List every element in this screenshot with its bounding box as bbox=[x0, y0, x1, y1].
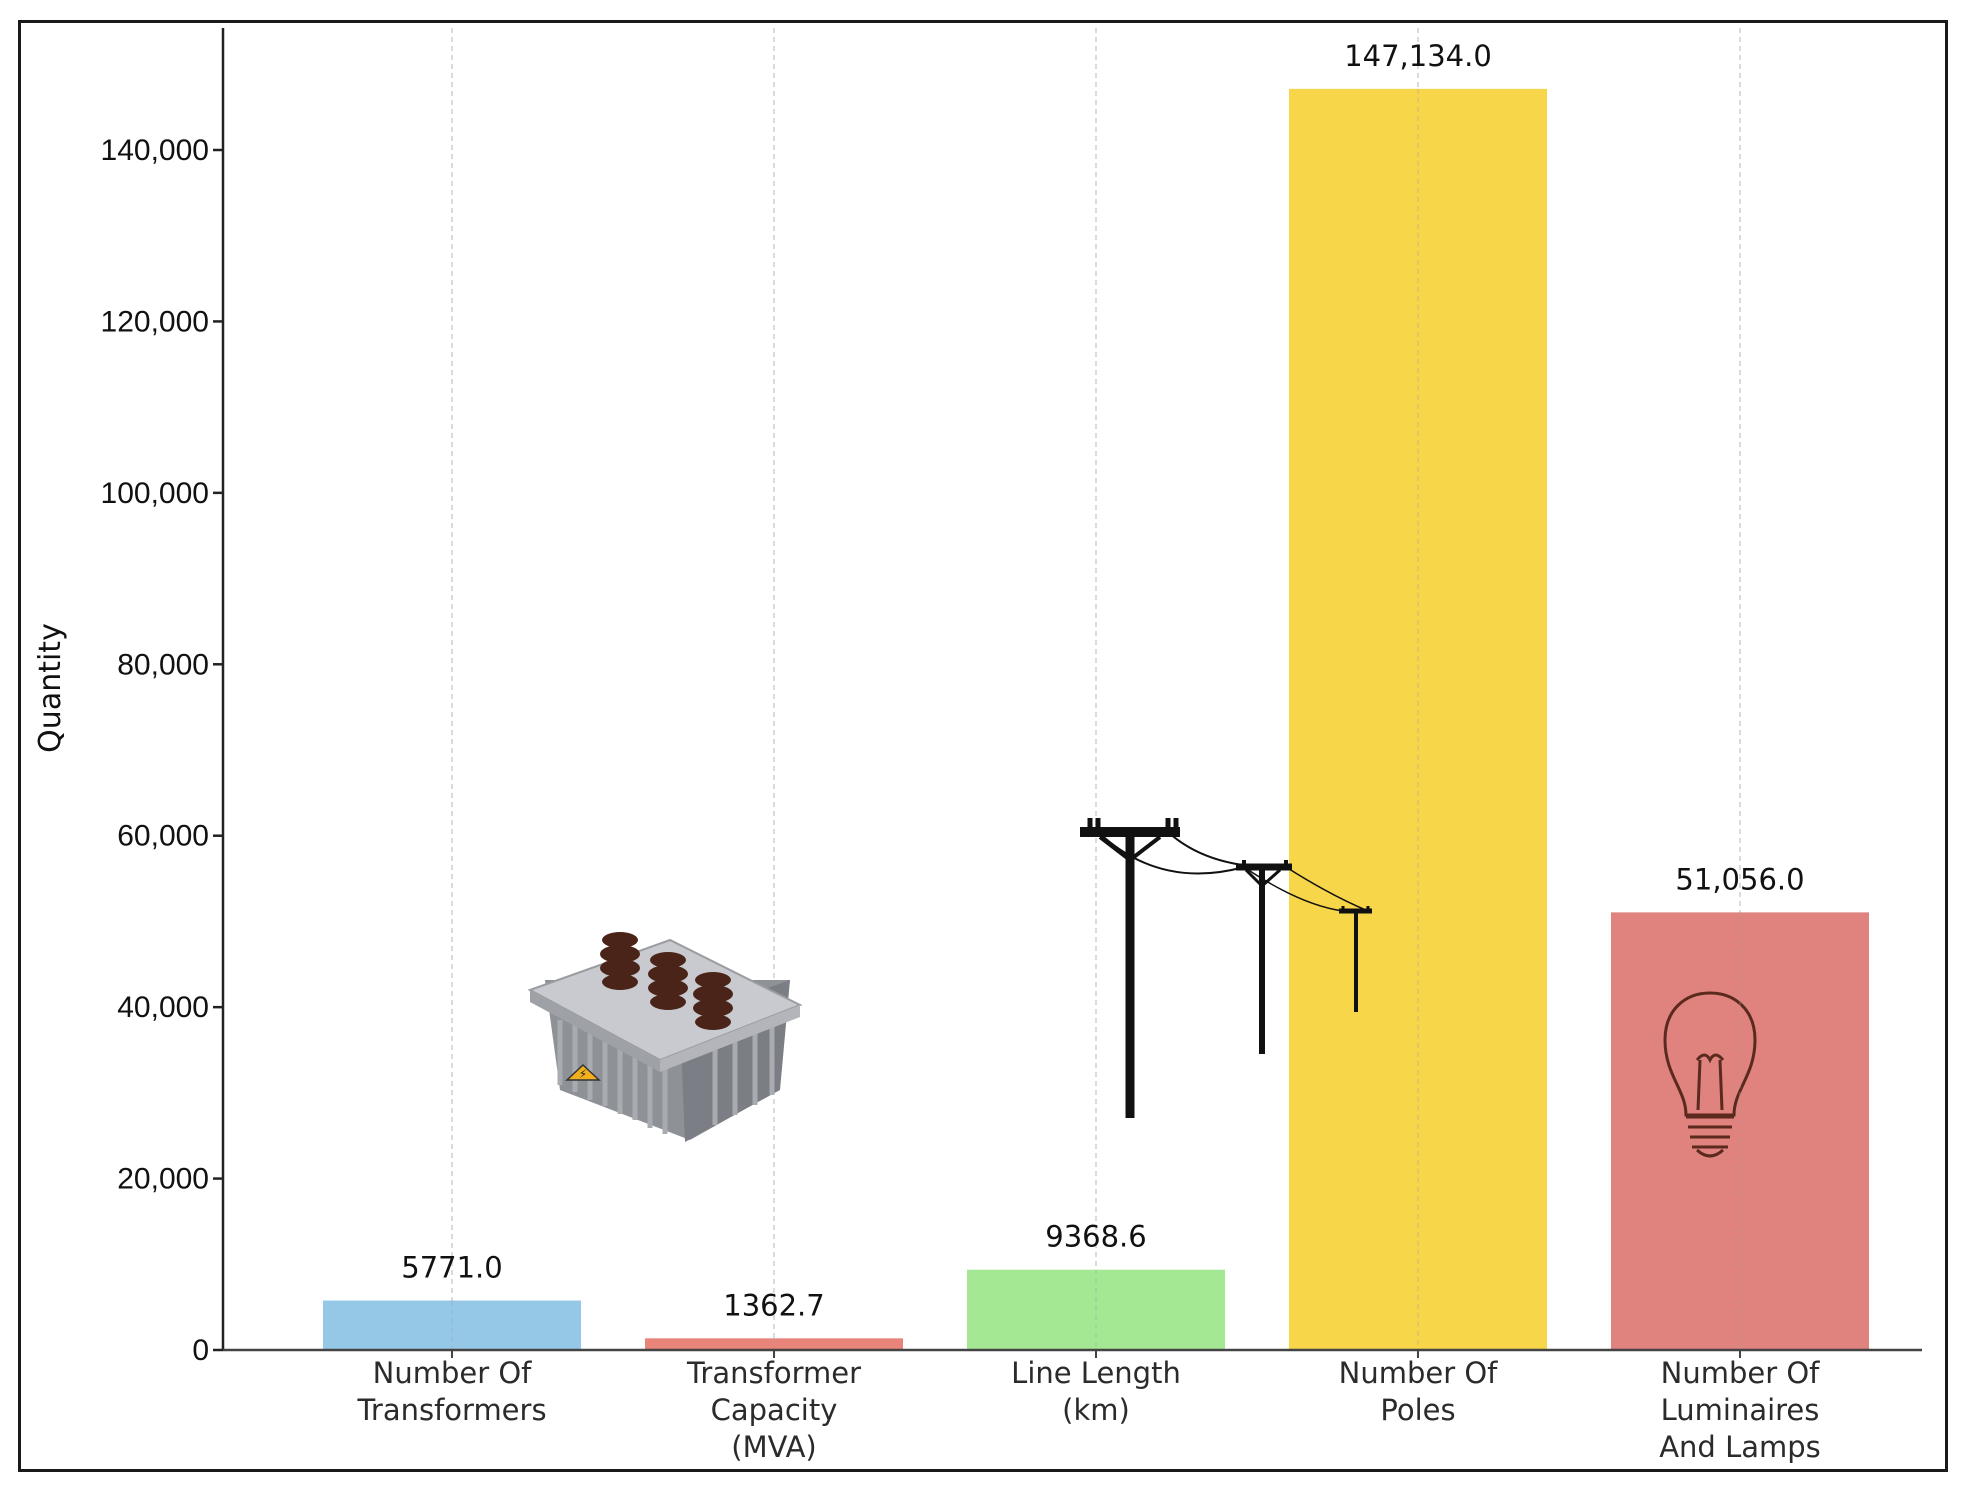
y-tick-label: 120,000 bbox=[101, 305, 209, 338]
bar bbox=[323, 1300, 581, 1350]
transformer-icon: ⚡ bbox=[527, 932, 803, 1142]
y-tick-label: 40,000 bbox=[117, 991, 209, 1024]
labels: 0 20,000 40,000 60,000 80,000 100,000 120,000 1… bbox=[101, 39, 1821, 1464]
x-category-label: Line Length (km) bbox=[1011, 1356, 1181, 1427]
bar-value-label: 147,134.0 bbox=[1344, 39, 1492, 73]
bar-value-label: 51,056.0 bbox=[1675, 862, 1804, 896]
bar-value-label: 1362.7 bbox=[723, 1288, 824, 1322]
bar bbox=[967, 1269, 1225, 1350]
x-category-label: Number Of Poles bbox=[1339, 1356, 1499, 1427]
bar-value-label: 9368.6 bbox=[1045, 1220, 1146, 1254]
y-tick-label: 0 bbox=[192, 1334, 209, 1367]
y-tick-label: 20,000 bbox=[117, 1163, 209, 1196]
x-category-label: Transformer Capacity (MVA) bbox=[686, 1356, 861, 1464]
bar bbox=[1611, 912, 1869, 1350]
y-tick-label: 100,000 bbox=[101, 477, 209, 510]
x-category-label: Number Of Transformers bbox=[356, 1356, 546, 1427]
bars bbox=[323, 88, 1869, 1350]
x-category-label: Number Of Luminaires And Lamps bbox=[1659, 1356, 1821, 1464]
y-tick-label: 80,000 bbox=[117, 648, 209, 681]
power-line-poles-icon bbox=[1080, 818, 1372, 1118]
y-tick-label: 140,000 bbox=[101, 134, 209, 167]
bar bbox=[645, 1338, 903, 1350]
bar-value-label: 5771.0 bbox=[401, 1251, 502, 1285]
light-bulb-icon bbox=[1663, 991, 1757, 1158]
y-axis-title: Quantity bbox=[33, 623, 68, 753]
bar bbox=[1289, 88, 1547, 1350]
y-tick-label: 60,000 bbox=[117, 820, 209, 853]
svg-text:⚡: ⚡ bbox=[579, 1067, 587, 1081]
